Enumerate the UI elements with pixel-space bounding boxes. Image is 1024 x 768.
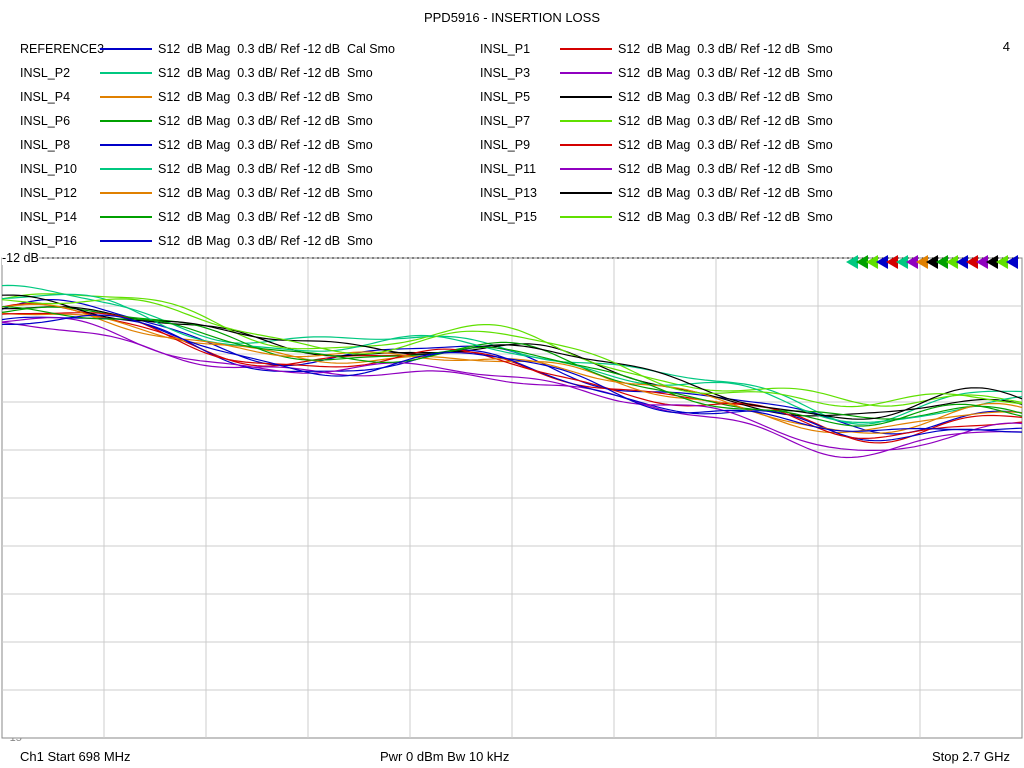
legend-item: INSL_P5 S12 dB Mag 0.3 dB/ Ref -12 dB Smo (480, 90, 1010, 104)
legend-row: INSL_P8 S12 dB Mag 0.3 dB/ Ref -12 dB Smo… (20, 133, 1010, 157)
legend-swatch (100, 144, 152, 146)
legend-swatch (560, 144, 612, 146)
legend-swatch (560, 120, 612, 122)
footer: Ch1 Start 698 MHz Pwr 0 dBm Bw 10 kHz St… (0, 743, 1024, 764)
legend-item: INSL_P10 S12 dB Mag 0.3 dB/ Ref -12 dB Sm… (20, 162, 480, 176)
legend-swatch (560, 48, 612, 50)
legend-item-name: INSL_P4 (20, 90, 100, 104)
legend-item: INSL_P4 S12 dB Mag 0.3 dB/ Ref -12 dB Smo (20, 90, 480, 104)
legend-item-name: INSL_P7 (480, 114, 560, 128)
legend-item-desc: S12 dB Mag 0.3 dB/ Ref -12 dB Cal Smo (158, 42, 395, 56)
legend-item: INSL_P11 S12 dB Mag 0.3 dB/ Ref -12 dB Sm… (480, 162, 1010, 176)
legend-item: INSL_P3 S12 dB Mag 0.3 dB/ Ref -12 dB Smo (480, 66, 1010, 80)
legend-item: REFERENCE3 S12 dB Mag 0.3 dB/ Ref -12 dB … (20, 42, 480, 56)
legend-item: INSL_P7 S12 dB Mag 0.3 dB/ Ref -12 dB Smo (480, 114, 1010, 128)
legend-row: INSL_P12 S12 dB Mag 0.3 dB/ Ref -12 dB Sm… (20, 181, 1010, 205)
legend-item-name: INSL_P6 (20, 114, 100, 128)
legend-item-name: INSL_P14 (20, 210, 100, 224)
legend-item: INSL_P1 S12 dB Mag 0.3 dB/ Ref -12 dB Smo (480, 42, 1010, 56)
legend-item: INSL_P8 S12 dB Mag 0.3 dB/ Ref -12 dB Smo (20, 138, 480, 152)
legend-item: INSL_P12 S12 dB Mag 0.3 dB/ Ref -12 dB Sm… (20, 186, 480, 200)
legend-swatch (100, 216, 152, 218)
corner-number: 4 (1003, 39, 1010, 54)
legend-item-desc: S12 dB Mag 0.3 dB/ Ref -12 dB Smo (158, 210, 373, 224)
legend-swatch (100, 120, 152, 122)
plot-svg (0, 253, 1024, 743)
legend-swatch (560, 216, 612, 218)
legend-swatch (560, 96, 612, 98)
legend-swatch (560, 72, 612, 74)
legend-item-desc: S12 dB Mag 0.3 dB/ Ref -12 dB Smo (158, 138, 373, 152)
trace-markers (848, 255, 1018, 269)
legend-item-desc: S12 dB Mag 0.3 dB/ Ref -12 dB Smo (158, 90, 373, 104)
legend-swatch (100, 192, 152, 194)
legend-item-desc: S12 dB Mag 0.3 dB/ Ref -12 dB Smo (618, 186, 833, 200)
legend-item-name: INSL_P10 (20, 162, 100, 176)
chart-title: PPD5916 - INSERTION LOSS (0, 0, 1024, 37)
legend-row: INSL_P10 S12 dB Mag 0.3 dB/ Ref -12 dB Sm… (20, 157, 1010, 181)
legend-item-name: INSL_P11 (480, 162, 560, 176)
legend-swatch (100, 72, 152, 74)
legend-item-desc: S12 dB Mag 0.3 dB/ Ref -12 dB Smo (618, 90, 833, 104)
legend-swatch (560, 168, 612, 170)
legend-row: INSL_P2 S12 dB Mag 0.3 dB/ Ref -12 dB Smo… (20, 61, 1010, 85)
legend-item-desc: S12 dB Mag 0.3 dB/ Ref -12 dB Smo (618, 42, 833, 56)
legend-item-desc: S12 dB Mag 0.3 dB/ Ref -12 dB Smo (158, 162, 373, 176)
ref-level-label: -12 dB (2, 251, 39, 265)
legend-item-desc: S12 dB Mag 0.3 dB/ Ref -12 dB Smo (158, 66, 373, 80)
legend-item-desc: S12 dB Mag 0.3 dB/ Ref -12 dB Smo (158, 186, 373, 200)
legend-item-name: INSL_P2 (20, 66, 100, 80)
legend-item: INSL_P9 S12 dB Mag 0.3 dB/ Ref -12 dB Smo (480, 138, 1010, 152)
legend-item-desc: S12 dB Mag 0.3 dB/ Ref -12 dB Smo (158, 114, 373, 128)
legend-item: INSL_P6 S12 dB Mag 0.3 dB/ Ref -12 dB Smo (20, 114, 480, 128)
legend-item-name: INSL_P3 (480, 66, 560, 80)
legend-item-desc: S12 dB Mag 0.3 dB/ Ref -12 dB Smo (618, 66, 833, 80)
legend: 4 REFERENCE3 S12 dB Mag 0.3 dB/ Ref -12 d… (0, 37, 1024, 253)
legend-item: INSL_P2 S12 dB Mag 0.3 dB/ Ref -12 dB Smo (20, 66, 480, 80)
legend-swatch (100, 96, 152, 98)
legend-item-name: INSL_P12 (20, 186, 100, 200)
legend-item-desc: S12 dB Mag 0.3 dB/ Ref -12 dB Smo (618, 138, 833, 152)
legend-item-desc: S12 dB Mag 0.3 dB/ Ref -12 dB Smo (158, 234, 373, 248)
legend-item: INSL_P15 S12 dB Mag 0.3 dB/ Ref -12 dB Sm… (480, 210, 1010, 224)
legend-swatch (100, 168, 152, 170)
legend-item: INSL_P14 S12 dB Mag 0.3 dB/ Ref -12 dB Sm… (20, 210, 480, 224)
legend-item-desc: S12 dB Mag 0.3 dB/ Ref -12 dB Smo (618, 114, 833, 128)
legend-item-name: INSL_P5 (480, 90, 560, 104)
legend-item-name: INSL_P8 (20, 138, 100, 152)
legend-item-name: REFERENCE3 (20, 42, 100, 56)
legend-row: INSL_P4 S12 dB Mag 0.3 dB/ Ref -12 dB Smo… (20, 85, 1010, 109)
legend-item-name: INSL_P15 (480, 210, 560, 224)
legend-swatch (100, 48, 152, 50)
legend-swatch (100, 240, 152, 242)
legend-item: INSL_P16 S12 dB Mag 0.3 dB/ Ref -12 dB Sm… (20, 234, 480, 248)
legend-row: INSL_P6 S12 dB Mag 0.3 dB/ Ref -12 dB Smo… (20, 109, 1010, 133)
footer-start: Ch1 Start 698 MHz (20, 749, 380, 764)
legend-row: INSL_P14 S12 dB Mag 0.3 dB/ Ref -12 dB Sm… (20, 205, 1010, 229)
legend-item: INSL_P13 S12 dB Mag 0.3 dB/ Ref -12 dB Sm… (480, 186, 1010, 200)
legend-item-desc: S12 dB Mag 0.3 dB/ Ref -12 dB Smo (618, 162, 833, 176)
footer-stop: Stop 2.7 GHz (932, 749, 1010, 764)
footer-mid: Pwr 0 dBm Bw 10 kHz (380, 749, 932, 764)
legend-row: REFERENCE3 S12 dB Mag 0.3 dB/ Ref -12 dB … (20, 37, 1010, 61)
legend-item-name: INSL_P9 (480, 138, 560, 152)
legend-item-name: INSL_P1 (480, 42, 560, 56)
plot-area: -12 dB -12.3-12.6-12.9-13.2-13.5-13.8-14… (0, 253, 1024, 743)
legend-item-desc: S12 dB Mag 0.3 dB/ Ref -12 dB Smo (618, 210, 833, 224)
legend-row: INSL_P16 S12 dB Mag 0.3 dB/ Ref -12 dB Sm… (20, 229, 1010, 253)
legend-item-name: INSL_P13 (480, 186, 560, 200)
triangle-marker-icon (1006, 255, 1018, 269)
legend-item-name: INSL_P16 (20, 234, 100, 248)
legend-swatch (560, 192, 612, 194)
